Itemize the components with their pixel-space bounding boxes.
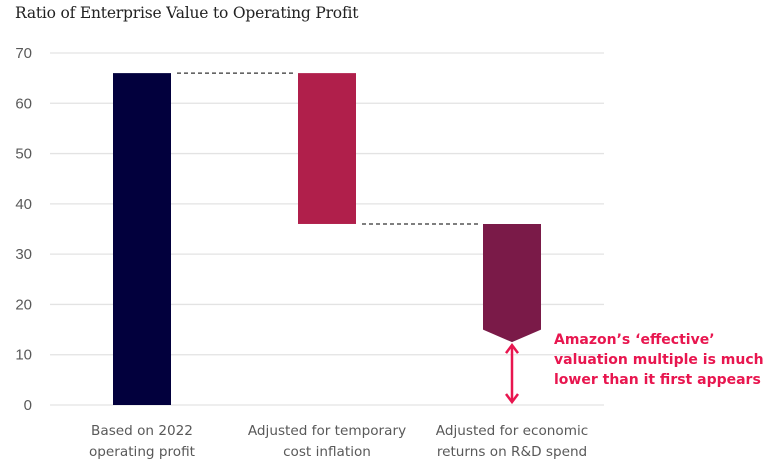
- y-tick-label: 60: [15, 95, 32, 112]
- annotation-arrow: [505, 343, 519, 405]
- x-category-label: returns on R&D spend: [437, 444, 587, 460]
- annotation-line: valuation multiple is much: [554, 352, 764, 368]
- y-tick-label: 70: [15, 45, 32, 62]
- bar-cost-inflation-adjustment: [298, 73, 356, 224]
- y-tick-label: 0: [24, 397, 32, 414]
- bars: [113, 73, 541, 405]
- bar-2022-operating-profit: [113, 73, 171, 405]
- y-tick-label: 10: [15, 347, 32, 364]
- arrow-head-down: [505, 393, 519, 405]
- x-category-label: operating profit: [89, 444, 195, 460]
- annotation-line: Amazon’s ‘effective’: [554, 332, 715, 348]
- y-tick-label: 30: [15, 246, 32, 263]
- chart-title: Ratio of Enterprise Value to Operating P…: [15, 4, 359, 22]
- connector-lines: [177, 72, 479, 225]
- arrow-head-up: [505, 343, 519, 354]
- x-category-label: cost inflation: [283, 444, 371, 460]
- y-tick-label: 40: [15, 196, 32, 213]
- bar-rd-adjustment: [483, 223, 541, 343]
- y-tick-label: 20: [15, 296, 32, 313]
- y-tick-label: 50: [15, 146, 32, 163]
- category-labels: Based on 2022 operating profit Adjusted fo…: [89, 423, 588, 460]
- annotation-text: Amazon’s ‘effective’ valuation multiple …: [554, 330, 768, 390]
- x-category-label: Adjusted for temporary: [248, 423, 406, 439]
- annotation-line: lower than it first appears: [554, 372, 761, 388]
- x-category-label: Based on 2022: [91, 423, 193, 439]
- y-axis-ticks: 0 10 20 30 40 50 60 70: [15, 45, 32, 414]
- x-category-label: Adjusted for economic: [436, 423, 588, 439]
